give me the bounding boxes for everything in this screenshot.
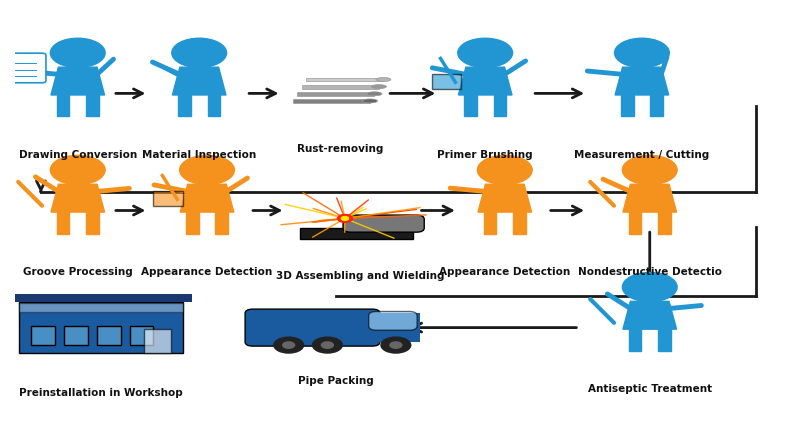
Polygon shape [513,212,526,234]
Text: Nondestructive Detectio: Nondestructive Detectio [578,267,722,277]
Polygon shape [51,67,105,95]
Text: Appearance Detection: Appearance Detection [142,267,273,277]
Text: Groove Processing: Groove Processing [23,267,133,277]
Polygon shape [173,67,226,95]
Text: Measurement / Cutting: Measurement / Cutting [574,150,710,160]
Polygon shape [484,212,497,234]
Polygon shape [10,294,192,302]
Circle shape [338,214,352,222]
Polygon shape [57,212,70,234]
Polygon shape [615,67,669,95]
Text: 3D Assembling and Wielding: 3D Assembling and Wielding [275,271,444,281]
Polygon shape [178,95,191,117]
Ellipse shape [362,99,378,103]
Polygon shape [86,95,98,117]
Polygon shape [51,184,105,212]
Polygon shape [302,85,379,89]
FancyBboxPatch shape [97,326,121,345]
Polygon shape [186,212,198,234]
Circle shape [342,216,349,220]
Polygon shape [297,92,374,96]
Polygon shape [494,95,506,117]
FancyBboxPatch shape [245,309,380,346]
FancyBboxPatch shape [19,303,183,312]
FancyBboxPatch shape [145,329,171,353]
Text: Antiseptic Treatment: Antiseptic Treatment [588,384,712,394]
Polygon shape [458,67,512,95]
Ellipse shape [376,77,391,82]
Circle shape [622,155,677,184]
Polygon shape [658,212,670,234]
Text: Pipe Packing: Pipe Packing [298,376,374,386]
FancyBboxPatch shape [431,75,462,89]
Circle shape [478,155,532,184]
FancyBboxPatch shape [154,192,183,206]
Circle shape [313,337,342,353]
Polygon shape [464,95,477,117]
FancyBboxPatch shape [300,228,414,239]
Polygon shape [623,184,677,212]
Text: Material Inspection: Material Inspection [142,150,256,160]
FancyBboxPatch shape [0,53,46,83]
Circle shape [614,38,670,67]
Polygon shape [57,95,70,117]
Circle shape [390,342,402,348]
Polygon shape [215,212,228,234]
Polygon shape [293,99,370,103]
FancyBboxPatch shape [369,312,417,330]
Circle shape [180,155,234,184]
Circle shape [50,155,105,184]
Text: Preinstallation in Workshop: Preinstallation in Workshop [19,388,183,398]
Polygon shape [650,95,662,117]
Polygon shape [621,95,634,117]
FancyBboxPatch shape [31,326,55,345]
Circle shape [622,272,677,302]
Ellipse shape [367,92,382,96]
Polygon shape [372,313,420,342]
Text: Appearance Detection: Appearance Detection [439,267,570,277]
Ellipse shape [371,85,386,89]
Circle shape [172,38,226,67]
Text: Primer Brushing: Primer Brushing [438,150,533,160]
Polygon shape [658,329,670,351]
Circle shape [381,337,410,353]
Polygon shape [623,301,677,329]
Polygon shape [478,184,531,212]
Circle shape [274,337,303,353]
Text: Rust-removing: Rust-removing [297,144,383,154]
Polygon shape [180,184,234,212]
Polygon shape [629,329,642,351]
FancyBboxPatch shape [64,326,88,345]
Text: Drawing Conversion: Drawing Conversion [18,150,137,160]
Circle shape [50,38,105,67]
Circle shape [282,342,294,348]
Polygon shape [306,77,383,82]
FancyBboxPatch shape [19,302,183,353]
Polygon shape [629,212,642,234]
Circle shape [458,38,513,67]
Polygon shape [207,95,220,117]
FancyBboxPatch shape [343,215,424,232]
Polygon shape [86,212,98,234]
Circle shape [322,342,334,348]
FancyBboxPatch shape [130,326,154,345]
